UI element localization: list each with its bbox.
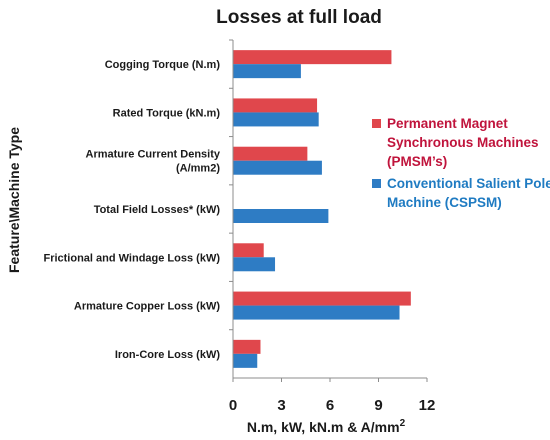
legend-label: Permanent Magnet xyxy=(387,116,508,131)
category-label: Cogging Torque (N.m) xyxy=(105,59,221,71)
category-label: Iron-Core Loss (kW) xyxy=(115,349,220,361)
x-tick-label: 6 xyxy=(326,397,334,414)
bar-cspsm xyxy=(233,112,319,127)
bar-pmsm xyxy=(233,146,308,161)
legend-label: (PMSM’s) xyxy=(387,154,447,169)
bar-cspsm xyxy=(233,257,276,272)
bar-pmsm xyxy=(233,50,392,65)
x-tick-labels: 0 3 6 9 12 xyxy=(229,378,436,414)
bar-cspsm xyxy=(233,209,329,223)
legend-swatch xyxy=(372,179,381,188)
bar-pmsm xyxy=(233,291,411,306)
x-axis-label: N.m, kW, kN.m & A/mm2 xyxy=(247,418,406,435)
category-label: Armature Current Density xyxy=(86,149,221,161)
bars xyxy=(233,50,411,368)
legend-label: Machine (CSPSM) xyxy=(387,195,502,210)
category-labels: Cogging Torque (N.m) Rated Torque (kN.m) A… xyxy=(43,39,233,361)
legend: Permanent Magnet Synchronous Machines (PMS… xyxy=(372,116,550,210)
bar-cspsm xyxy=(233,353,258,368)
legend-label: Synchronous Machines xyxy=(387,135,539,150)
category-label: (A/mm2) xyxy=(176,163,220,175)
x-axis-label-text: N.m, kW, kN.m & A/mm xyxy=(247,419,400,435)
bar-cspsm xyxy=(233,64,301,79)
category-label: Rated Torque (kN.m) xyxy=(113,107,221,119)
x-axis-label-superscript: 2 xyxy=(400,418,406,429)
bar-pmsm xyxy=(233,339,261,354)
legend-label: Conventional Salient Pole xyxy=(387,176,550,191)
category-label: Frictional and Windage Loss (kW) xyxy=(43,252,220,264)
category-label: Armature Copper Loss (kW) xyxy=(74,301,220,313)
x-tick-label: 9 xyxy=(374,397,382,414)
category-label: Total Field Losses* (kW) xyxy=(94,204,221,216)
chart-title: Losses at full load xyxy=(216,7,382,28)
bar-cspsm xyxy=(233,305,400,320)
y-axis-label: Feature\Machine Type xyxy=(6,127,22,273)
x-tick-label: 3 xyxy=(277,397,285,414)
bar-cspsm xyxy=(233,160,322,175)
bar-pmsm xyxy=(233,243,264,258)
x-tick-label: 0 xyxy=(229,397,237,414)
legend-swatch xyxy=(372,119,381,128)
bar-pmsm xyxy=(233,98,318,113)
x-tick-label: 12 xyxy=(419,397,436,414)
